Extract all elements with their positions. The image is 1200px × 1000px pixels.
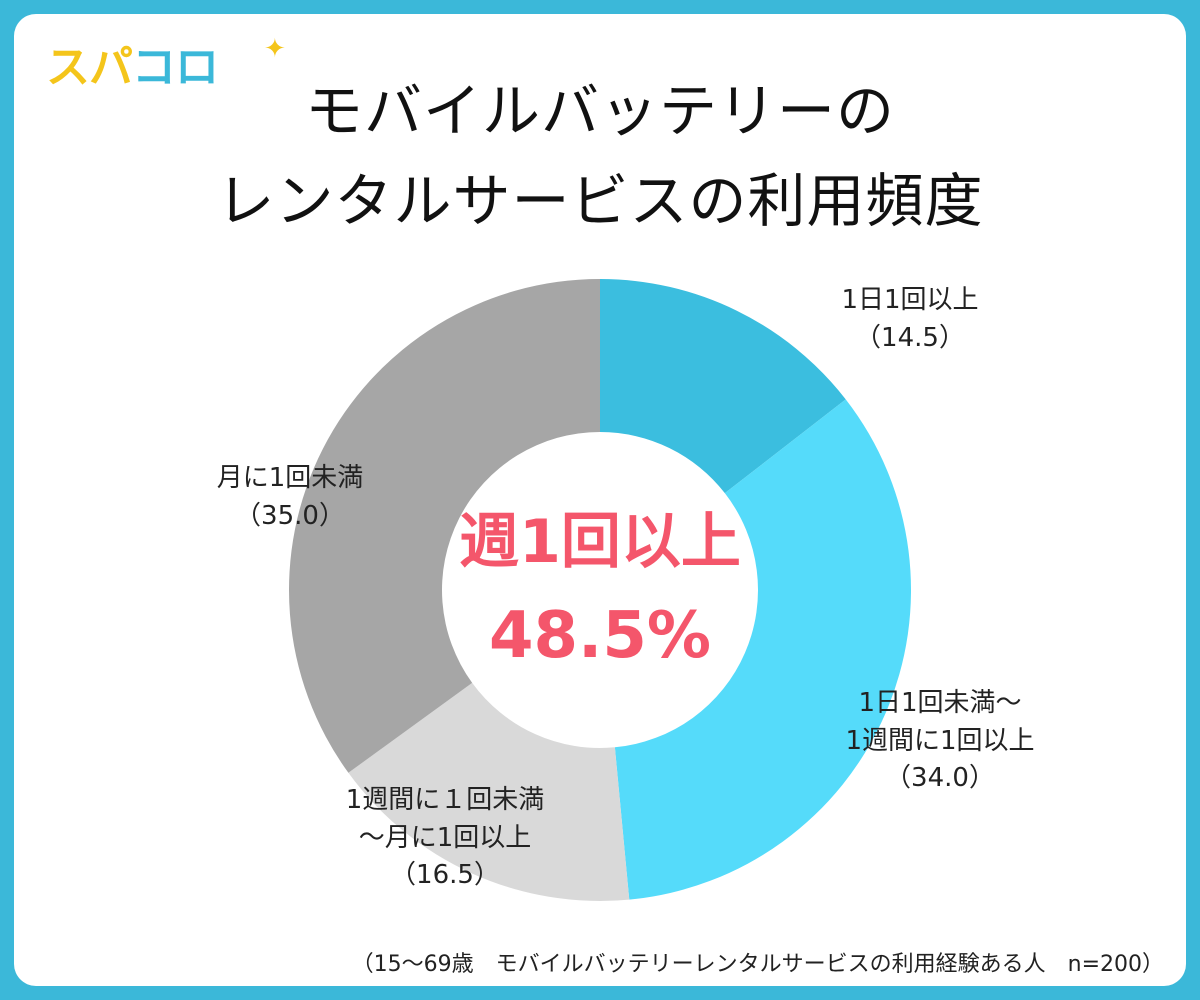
slice-label-2-value: （34.0）	[885, 763, 995, 794]
slice-label-2: 1日1回未満～ 1週間に1回以上 （34.0）	[815, 685, 1065, 798]
logo-text-part1: スパ	[46, 42, 133, 93]
logo-text-part2: コロ	[132, 42, 219, 93]
slice-label-2-name-b: 1週間に1回以上	[845, 725, 1035, 756]
slice-label-1: 1日1回以上 （14.5）	[800, 282, 1020, 357]
footnote: （15～69歳 モバイルバッテリーレンタルサービスの利用経験ある人 n=200）	[351, 952, 1164, 977]
slice-label-1-value: （14.5）	[855, 322, 965, 353]
brand-logo: スパコロ	[46, 46, 219, 90]
slice-label-3-value: （16.5）	[390, 860, 500, 891]
chart-title-line2: レンタルサービスの利用頻度	[216, 167, 984, 235]
chart-title-line1: モバイルバッテリーの	[304, 77, 895, 145]
slice-label-3-name-b: ～月に1回以上	[358, 822, 532, 853]
slice-label-4-value: （35.0）	[235, 500, 345, 531]
slice-label-4: 月に1回未満 （35.0）	[185, 460, 395, 535]
slice-label-3-name-a: 1週間に１回未満	[345, 785, 545, 815]
slice-label-3: 1週間に１回未満 ～月に1回以上 （16.5）	[300, 782, 590, 895]
donut-slice-2	[614, 399, 911, 900]
center-label-value: 48.5%	[488, 599, 712, 673]
slice-label-1-name: 1日1回以上	[841, 285, 979, 315]
slice-label-2-name-a: 1日1回未満～	[858, 688, 1022, 718]
donut-slice-4	[289, 279, 600, 773]
center-label-heading: 週1回以上	[459, 507, 741, 577]
sparkle-icon: ✦	[264, 34, 286, 64]
donut-slice-3	[348, 682, 630, 901]
slice-label-4-name: 月に1回未満	[216, 463, 364, 493]
donut-slice-1	[600, 279, 846, 494]
